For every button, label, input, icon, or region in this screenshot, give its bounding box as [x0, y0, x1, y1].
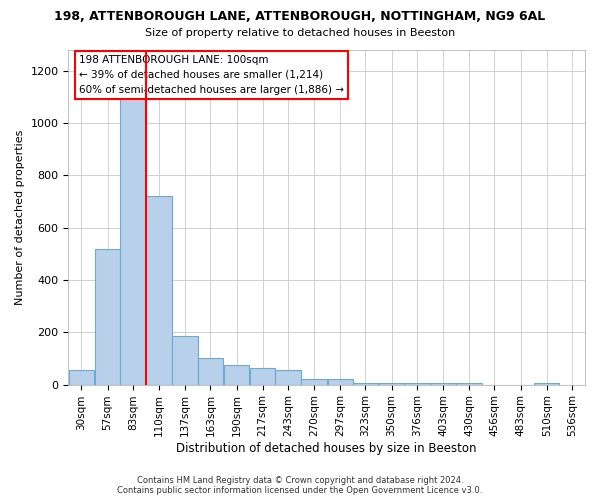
Bar: [172, 336, 198, 384]
Text: 198 ATTENBOROUGH LANE: 100sqm
← 39% of detached houses are smaller (1,214)
60% o: 198 ATTENBOROUGH LANE: 100sqm ← 39% of d…: [79, 55, 344, 94]
Text: 198, ATTENBOROUGH LANE, ATTENBOROUGH, NOTTINGHAM, NG9 6AL: 198, ATTENBOROUGH LANE, ATTENBOROUGH, NO…: [55, 10, 545, 23]
Bar: [120, 67, 146, 384]
Bar: [250, 368, 275, 384]
X-axis label: Distribution of detached houses by size in Beeston: Distribution of detached houses by size …: [176, 442, 477, 455]
Bar: [69, 370, 94, 384]
Bar: [275, 370, 301, 384]
Y-axis label: Number of detached properties: Number of detached properties: [15, 130, 25, 305]
Text: Size of property relative to detached houses in Beeston: Size of property relative to detached ho…: [145, 28, 455, 38]
Bar: [146, 196, 172, 384]
Bar: [197, 358, 223, 384]
Bar: [95, 248, 121, 384]
Text: Contains HM Land Registry data © Crown copyright and database right 2024.
Contai: Contains HM Land Registry data © Crown c…: [118, 476, 482, 495]
Bar: [328, 380, 353, 384]
Bar: [224, 365, 249, 384]
Bar: [301, 380, 327, 384]
